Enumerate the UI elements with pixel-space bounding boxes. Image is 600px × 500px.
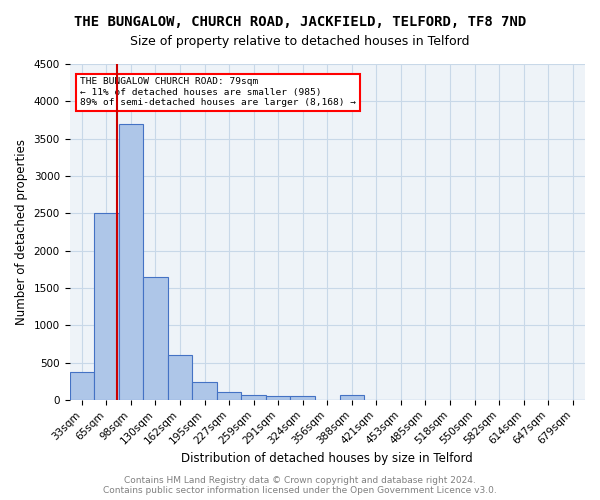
X-axis label: Distribution of detached houses by size in Telford: Distribution of detached houses by size … <box>181 452 473 465</box>
Text: THE BUNGALOW CHURCH ROAD: 79sqm
← 11% of detached houses are smaller (985)
89% o: THE BUNGALOW CHURCH ROAD: 79sqm ← 11% of… <box>80 78 356 107</box>
Bar <box>290 396 315 400</box>
Bar <box>217 392 241 400</box>
Bar <box>168 355 192 400</box>
Bar <box>119 124 143 400</box>
Bar <box>340 396 364 400</box>
Y-axis label: Number of detached properties: Number of detached properties <box>15 139 28 325</box>
Text: Contains HM Land Registry data © Crown copyright and database right 2024.
Contai: Contains HM Land Registry data © Crown c… <box>103 476 497 495</box>
Text: Size of property relative to detached houses in Telford: Size of property relative to detached ho… <box>130 35 470 48</box>
Bar <box>192 382 217 400</box>
Text: THE BUNGALOW, CHURCH ROAD, JACKFIELD, TELFORD, TF8 7ND: THE BUNGALOW, CHURCH ROAD, JACKFIELD, TE… <box>74 15 526 29</box>
Bar <box>70 372 94 400</box>
Bar <box>241 396 266 400</box>
Bar <box>94 214 119 400</box>
Bar <box>266 396 290 400</box>
Bar <box>143 278 168 400</box>
